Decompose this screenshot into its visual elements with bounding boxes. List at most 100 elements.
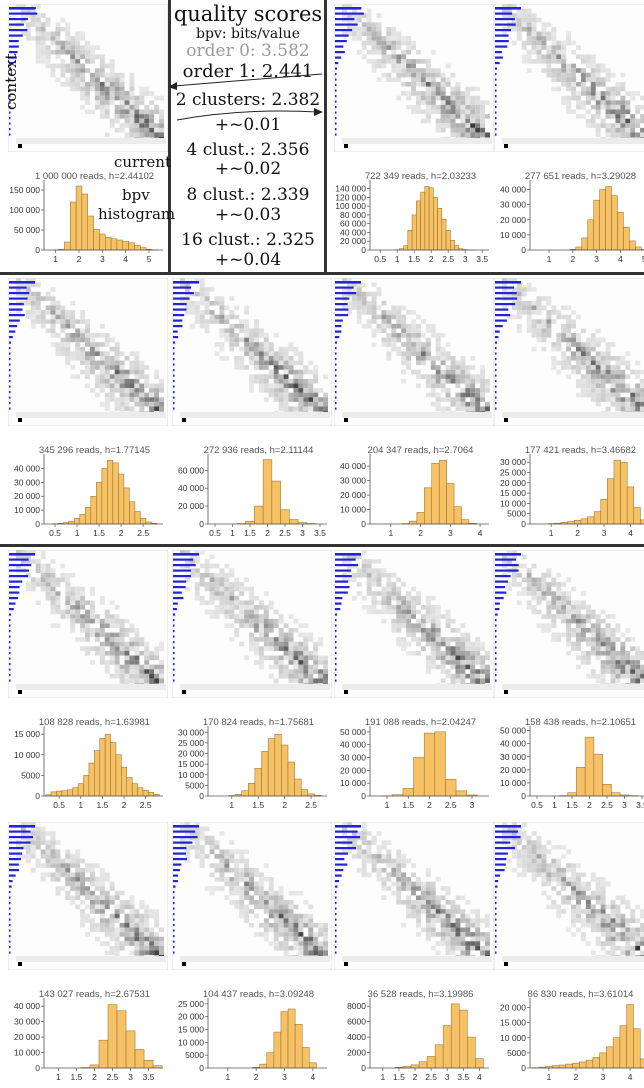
matrix-cell xyxy=(204,835,210,841)
matrix-cell xyxy=(605,100,611,105)
matrix-cell xyxy=(323,669,328,674)
matrix-cell xyxy=(109,881,115,887)
matrix-cell xyxy=(516,291,522,297)
matrix-cell xyxy=(435,641,441,647)
y-tick-label: 0 xyxy=(35,1063,40,1073)
matrix-cell xyxy=(114,932,120,937)
marginal-bar xyxy=(9,935,11,938)
matrix-cell xyxy=(630,114,636,119)
matrix-cell xyxy=(551,360,557,366)
matrix-cell xyxy=(521,300,527,306)
matrix-cell xyxy=(119,397,125,402)
matrix-cell xyxy=(576,383,581,389)
x-tick-label: 0.5 xyxy=(374,254,386,264)
matrix-cell xyxy=(450,72,456,78)
matrix-cell xyxy=(416,591,421,596)
x-tick-label: 3 xyxy=(128,1072,133,1082)
matrix-cell xyxy=(204,310,210,315)
matrix-cell xyxy=(104,351,110,356)
matrix-cell xyxy=(381,59,387,64)
matrix-cell xyxy=(521,577,527,583)
matrix-cell xyxy=(288,922,294,928)
matrix-cell xyxy=(40,586,46,592)
matrix-cell xyxy=(234,337,240,343)
matrix-cell xyxy=(406,72,412,78)
matrix-cell xyxy=(273,945,279,951)
matrix-cell xyxy=(381,49,387,55)
matrix-cell xyxy=(450,945,456,951)
matrix-cell xyxy=(566,337,572,343)
matrix-cell xyxy=(278,365,284,370)
marginal-bar xyxy=(9,652,11,655)
matrix-cell xyxy=(30,867,36,873)
matrix-cell xyxy=(75,618,81,624)
matrix-cell xyxy=(214,609,220,615)
matrix-cell xyxy=(445,641,451,647)
marginal-bar xyxy=(335,825,361,828)
marginal-bar xyxy=(173,325,183,328)
matrix-cell xyxy=(55,333,61,338)
matrix-cell xyxy=(600,641,606,647)
matrix-cell xyxy=(576,91,581,96)
matrix-cell xyxy=(144,114,150,119)
matrix-cell xyxy=(401,81,407,87)
x-tick-label: 1 xyxy=(78,800,83,810)
matrix-cell xyxy=(80,45,86,50)
matrix-cell xyxy=(420,118,426,124)
marginal-bar xyxy=(495,369,497,372)
matrix-cell xyxy=(85,68,90,73)
matrix-cell xyxy=(204,854,210,859)
matrix-cell xyxy=(104,95,110,101)
matrix-cell xyxy=(70,355,76,361)
matrix-cell xyxy=(184,577,190,583)
matrix-cell xyxy=(386,355,392,361)
matrix-cell xyxy=(416,637,421,642)
marginal-bar xyxy=(9,668,11,671)
histogram-bar xyxy=(574,520,582,525)
context-matrix xyxy=(494,550,644,698)
matrix-cell xyxy=(406,595,412,601)
matrix-cell xyxy=(556,572,562,578)
matrix-cell xyxy=(219,568,225,573)
marginal-bar xyxy=(495,67,497,70)
matrix-cell xyxy=(470,678,476,684)
matrix-cell xyxy=(129,899,135,905)
matrix-cell xyxy=(605,95,611,101)
matrix-cell xyxy=(576,81,581,87)
matrix-cell xyxy=(416,627,421,633)
matrix-cell xyxy=(263,927,269,933)
marginal-bar xyxy=(495,380,497,383)
matrix-cell xyxy=(40,26,46,32)
marginal-bar xyxy=(335,128,337,131)
matrix-cell xyxy=(580,392,586,398)
matrix-cell xyxy=(610,355,616,361)
matrix-cell xyxy=(450,618,456,624)
matrix-cell xyxy=(435,895,441,900)
matrix-cell xyxy=(55,849,61,855)
matrix-cell xyxy=(635,374,641,379)
matrix-cell xyxy=(460,655,466,661)
matrix-cell xyxy=(640,104,644,110)
matrix-cell xyxy=(445,890,451,896)
matrix-cell xyxy=(351,26,357,32)
matrix-cell xyxy=(239,913,245,919)
marginal-bar xyxy=(335,597,343,600)
matrix-cell xyxy=(625,127,631,133)
matrix-cell xyxy=(94,54,100,60)
matrix-cell xyxy=(85,100,90,105)
matrix-cell xyxy=(381,337,387,343)
matrix-cell xyxy=(506,550,512,555)
matrix-cell xyxy=(391,68,397,73)
matrix-cell xyxy=(576,623,581,628)
matrix-cell xyxy=(610,383,616,389)
current-marker xyxy=(18,962,22,966)
matrix-cell xyxy=(273,913,279,919)
matrix-cell xyxy=(640,669,644,674)
matrix-cell xyxy=(480,100,486,105)
marginal-bar xyxy=(9,347,11,350)
matrix-cell xyxy=(180,822,185,827)
matrix-cell xyxy=(435,346,441,352)
matrix-cell xyxy=(401,323,407,329)
matrix-cell xyxy=(80,369,86,375)
